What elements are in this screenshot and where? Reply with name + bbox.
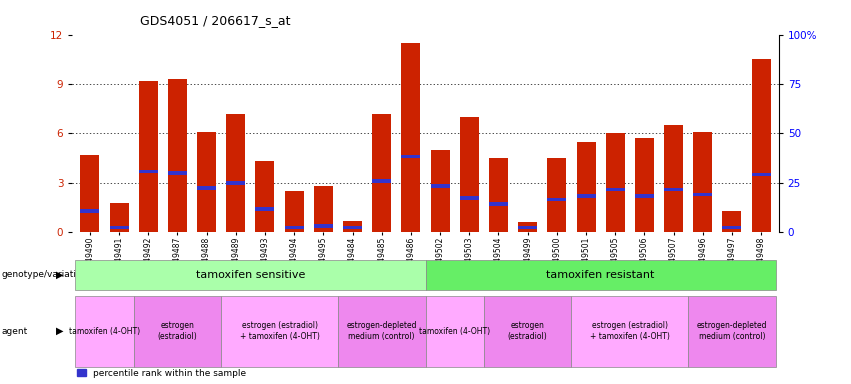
Bar [751,59,771,232]
Bar [343,221,362,232]
Bar [168,79,187,232]
Text: GDS4051 / 206617_s_at: GDS4051 / 206617_s_at [140,14,291,27]
Bar [372,114,391,232]
Bar [285,225,304,229]
Bar [314,186,333,232]
Text: tamoxifen (4-OHT): tamoxifen (4-OHT) [420,327,490,336]
Bar [343,225,362,229]
Bar [722,211,741,232]
Bar [694,132,712,232]
Bar [489,202,508,206]
Bar [255,161,275,232]
Bar [460,117,479,232]
Text: ▶: ▶ [56,270,64,280]
Text: tamoxifen sensitive: tamoxifen sensitive [196,270,305,280]
Bar [547,197,566,201]
Bar [314,224,333,228]
Bar [197,132,216,232]
Text: estrogen-depleted
medium (control): estrogen-depleted medium (control) [346,321,417,341]
Bar [168,171,187,175]
Bar [80,209,100,213]
Bar [139,169,157,173]
Bar [285,191,304,232]
Text: estrogen (estradiol)
+ tamoxifen (4-OHT): estrogen (estradiol) + tamoxifen (4-OHT) [240,321,319,341]
Text: estrogen (estradiol)
+ tamoxifen (4-OHT): estrogen (estradiol) + tamoxifen (4-OHT) [590,321,670,341]
Bar [431,150,449,232]
Bar [80,155,100,232]
Bar [664,125,683,232]
Bar [402,155,420,158]
Bar [226,181,245,185]
Text: tamoxifen (4-OHT): tamoxifen (4-OHT) [69,327,140,336]
Text: genotype/variation: genotype/variation [2,270,88,280]
Bar [694,193,712,196]
Bar [722,225,741,229]
Bar [635,194,654,198]
Bar [226,114,245,232]
Bar [576,142,596,232]
Bar [547,158,566,232]
Text: estrogen
(estradiol): estrogen (estradiol) [508,321,547,341]
Bar [402,43,420,232]
Bar [110,203,129,232]
Bar [518,225,537,229]
Bar [664,188,683,191]
Text: ▶: ▶ [56,326,64,336]
Bar [635,138,654,232]
Bar [139,81,157,232]
Bar [606,134,625,232]
Text: tamoxifen resistant: tamoxifen resistant [546,270,654,280]
Bar [372,179,391,183]
Bar [489,158,508,232]
Bar [606,188,625,191]
Bar [255,207,275,211]
Bar [460,196,479,200]
Bar [431,184,449,188]
Text: estrogen
(estradiol): estrogen (estradiol) [157,321,197,341]
Bar [518,222,537,232]
Bar [751,173,771,177]
Bar [110,225,129,229]
Bar [197,186,216,190]
Text: estrogen-depleted
medium (control): estrogen-depleted medium (control) [697,321,768,341]
Bar [576,194,596,198]
Text: agent: agent [2,327,28,336]
Legend: count, percentile rank within the sample: count, percentile rank within the sample [77,357,246,377]
